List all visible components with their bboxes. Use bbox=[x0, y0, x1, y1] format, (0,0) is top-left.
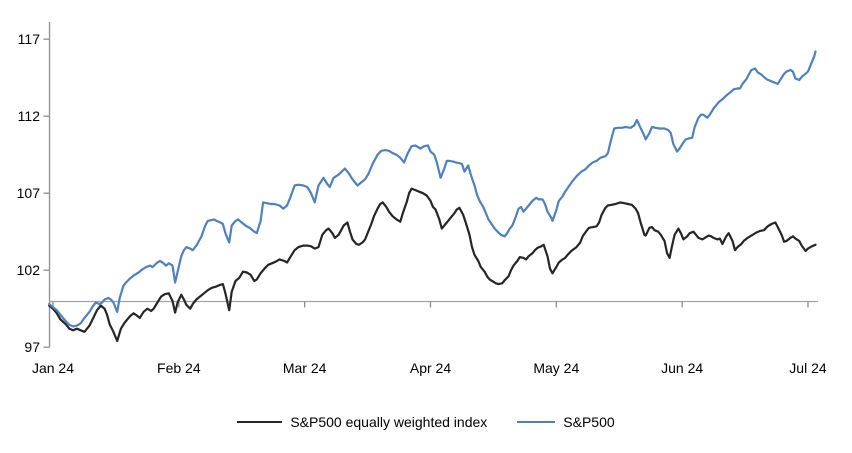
legend: S&P500 equally weighted index S&P500 bbox=[0, 412, 852, 432]
legend-line-swatch-equal-weight bbox=[237, 420, 283, 424]
y-axis: 97 102 107 112 117 bbox=[17, 22, 51, 355]
x-tick-label: Jul 24 bbox=[789, 360, 827, 376]
series-line-sp500-equal-weight bbox=[48, 187, 817, 343]
x-axis: Jan 24 Feb 24 Mar 24 Apr 24 May 24 Jun 24 Jul … bbox=[32, 300, 827, 376]
y-tick-label: 107 bbox=[17, 185, 41, 201]
x-tick-label: Apr 24 bbox=[410, 360, 451, 376]
y-tick-label: 117 bbox=[18, 31, 41, 47]
legend-label-equal-weight: S&P500 equally weighted index bbox=[290, 414, 488, 430]
y-tick-label: 102 bbox=[17, 262, 41, 278]
legend-item-equal-weight: S&P500 equally weighted index bbox=[237, 414, 487, 430]
y-tick-label: 97 bbox=[24, 339, 40, 355]
legend-label-sp500: S&P500 bbox=[563, 414, 615, 430]
legend-line-swatch-sp500 bbox=[517, 420, 556, 424]
x-tick-label: Feb 24 bbox=[157, 360, 201, 376]
x-tick-label: Mar 24 bbox=[283, 360, 327, 376]
x-tick-label: Jun 24 bbox=[661, 360, 703, 376]
series-line-sp500 bbox=[48, 50, 817, 328]
x-tick-label: Jan 24 bbox=[32, 360, 74, 376]
y-tick-label: 112 bbox=[18, 108, 41, 124]
x-tick-label: May 24 bbox=[533, 360, 579, 376]
legend-item-sp500: S&P500 bbox=[517, 414, 615, 430]
